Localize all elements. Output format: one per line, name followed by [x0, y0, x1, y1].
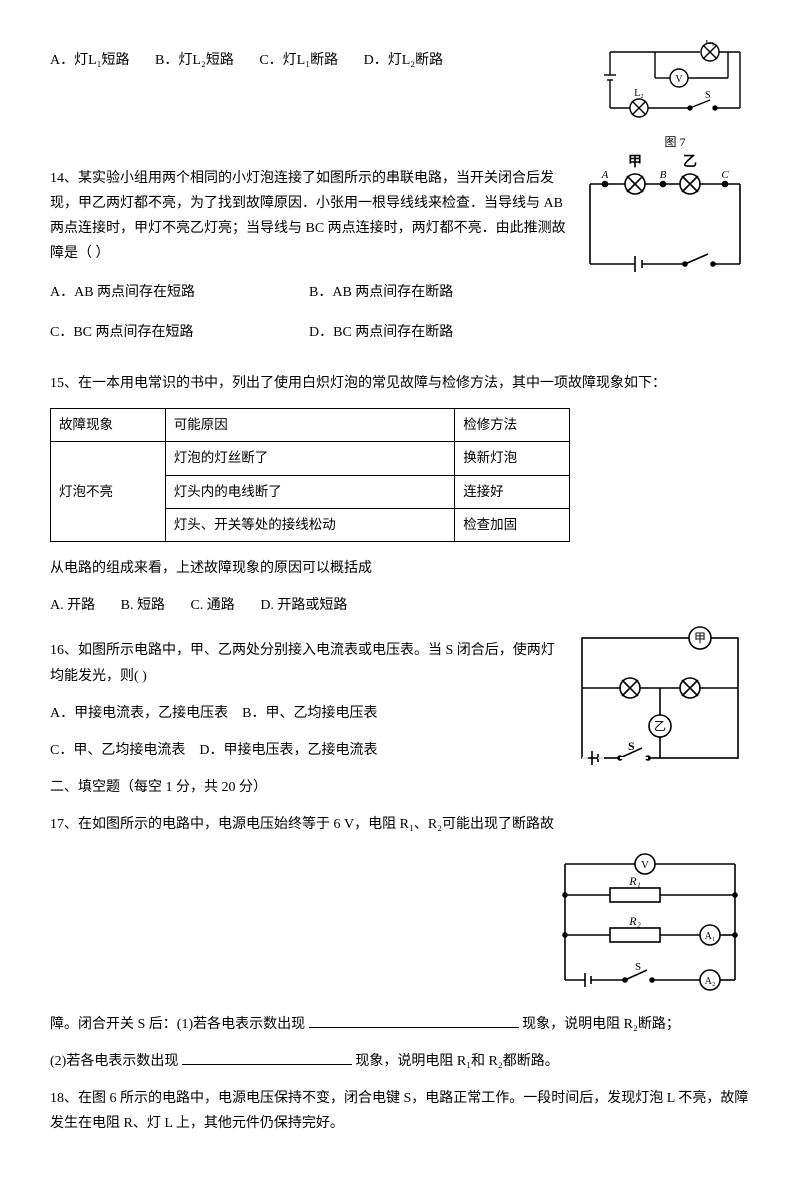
- svg-text:R₂: R₂: [628, 914, 641, 928]
- svg-text:B: B: [660, 169, 667, 181]
- svg-text:L₂: L₂: [634, 88, 644, 99]
- q14-opt-b: B．AB 两点间存在断路: [309, 280, 568, 305]
- q16-opt-d: D．甲接电压表，乙接电流表: [199, 743, 377, 758]
- td-r2c3: 连接好: [455, 475, 570, 508]
- th-1: 故障现象: [51, 408, 166, 441]
- q14-opt-d: D．BC 两点间存在断路: [309, 320, 568, 345]
- q15-post: 从电路的组成来看，上述故障现象的原因可以概括成: [50, 556, 750, 581]
- q15-opt-c: C. 通路: [190, 598, 234, 613]
- q15-options: A. 开路 B. 短路 C. 通路 D. 开路或短路: [50, 593, 750, 618]
- q16-opt-a: A．甲接电流表，乙接电压表: [50, 706, 228, 721]
- q13-opt-d: D．灯L₂断路: [364, 53, 444, 68]
- td-r3c2: 灯头、开关等处的接线松动: [165, 508, 454, 541]
- svg-text:A₂: A₂: [705, 976, 716, 987]
- q15-opt-d: D. 开路或短路: [260, 598, 347, 613]
- figure-q16: 甲 乙 S: [570, 626, 750, 776]
- svg-text:V: V: [675, 74, 683, 85]
- q15-opt-a: A. 开路: [50, 598, 95, 613]
- q13-opt-b: B．灯L₂短路: [155, 53, 234, 68]
- q17-part2: (2)若各电表示数出现 现象，说明电阻 R₁和 R₂都断路。: [50, 1049, 750, 1074]
- svg-text:V: V: [641, 859, 649, 871]
- td-r1c3: 换新灯泡: [455, 442, 570, 475]
- q18-text: 18、在图 6 所示的电路中，电源电压保持不变，闭合电键 S，电路正常工作。一段…: [50, 1086, 750, 1136]
- th-2: 可能原因: [165, 408, 454, 441]
- figure-q17: V R₁ R₂ A₁ A₂ S: [550, 850, 750, 1000]
- q14-stem: 14、某实验小组用两个相同的小灯泡连接了如图所示的串联电路，当开关闭合后发现，甲…: [50, 166, 568, 267]
- q16-stem: 16、如图所示电路中，甲、乙两处分别接入电流表或电压表。当 S 闭合后，使两灯均…: [50, 638, 558, 688]
- q16-line2: C．甲、乙均接电流表 D．甲接电压表，乙接电流表: [50, 738, 558, 763]
- th-3: 检修方法: [455, 408, 570, 441]
- q14-opt-c: C．BC 两点间存在短路: [50, 320, 309, 345]
- q17-part1: 障。闭合开关 S 后：(1)若各电表示数出现 现象，说明电阻 R₂断路；: [50, 1012, 750, 1037]
- svg-text:A₁: A₁: [705, 931, 716, 942]
- svg-text:乙: 乙: [654, 719, 666, 733]
- q14-opt-a: A．AB 两点间存在短路: [50, 280, 309, 305]
- td-phenom: 灯泡不亮: [51, 442, 166, 542]
- svg-text:C: C: [721, 169, 729, 181]
- td-r2c2: 灯头内的电线断了: [165, 475, 454, 508]
- figure-q14: 甲 乙 A B C: [580, 154, 750, 284]
- q13-options: A．灯L₁短路 B．灯L₂短路 C．灯L₁断路 D．灯L₂断路: [50, 48, 588, 73]
- q17-stem-pre: 17、在如图所示的电路中，电源电压始终等于 6 V，电阻 R₁、R₂可能出现了断…: [50, 812, 558, 837]
- svg-text:L₁: L₁: [705, 40, 715, 47]
- q16-line1: A．甲接电流表，乙接电压表 B．甲、乙均接电压表: [50, 701, 558, 726]
- svg-text:甲: 甲: [628, 154, 642, 170]
- q16-opt-c: C．甲、乙均接电流表: [50, 743, 185, 758]
- q14-options: A．AB 两点间存在短路 B．AB 两点间存在断路 C．BC 两点间存在短路 D…: [50, 280, 568, 344]
- svg-text:S: S: [705, 90, 711, 101]
- section-2-title: 二、填空题（每空 1 分，共 20 分）: [50, 775, 558, 800]
- svg-text:R₁: R₁: [628, 874, 641, 888]
- q13-opt-a: A．灯L₁短路: [50, 53, 130, 68]
- svg-text:S: S: [635, 961, 641, 973]
- q16-opt-b: B．甲、乙均接电压表: [242, 706, 377, 721]
- td-r3c3: 检查加固: [455, 508, 570, 541]
- q15-table: 故障现象 可能原因 检修方法 灯泡不亮 灯泡的灯丝断了 换新灯泡 灯头内的电线断…: [50, 408, 570, 542]
- q13-opt-c: C．灯L₁断路: [259, 53, 338, 68]
- figure-7: L₁ L₂ S V 图 7: [600, 40, 750, 154]
- figure-7-caption: 图 7: [600, 132, 750, 154]
- q15-opt-b: B. 短路: [121, 598, 165, 613]
- svg-text:乙: 乙: [683, 154, 697, 170]
- blank-1[interactable]: [309, 1013, 519, 1028]
- svg-text:A: A: [601, 169, 609, 181]
- svg-text:甲: 甲: [694, 631, 706, 645]
- q15-stem: 15、在一本用电常识的书中，列出了使用白炽灯泡的常见故障与检修方法，其中一项故障…: [50, 371, 750, 396]
- td-r1c2: 灯泡的灯丝断了: [165, 442, 454, 475]
- svg-text:S: S: [628, 739, 635, 753]
- blank-2[interactable]: [182, 1050, 352, 1065]
